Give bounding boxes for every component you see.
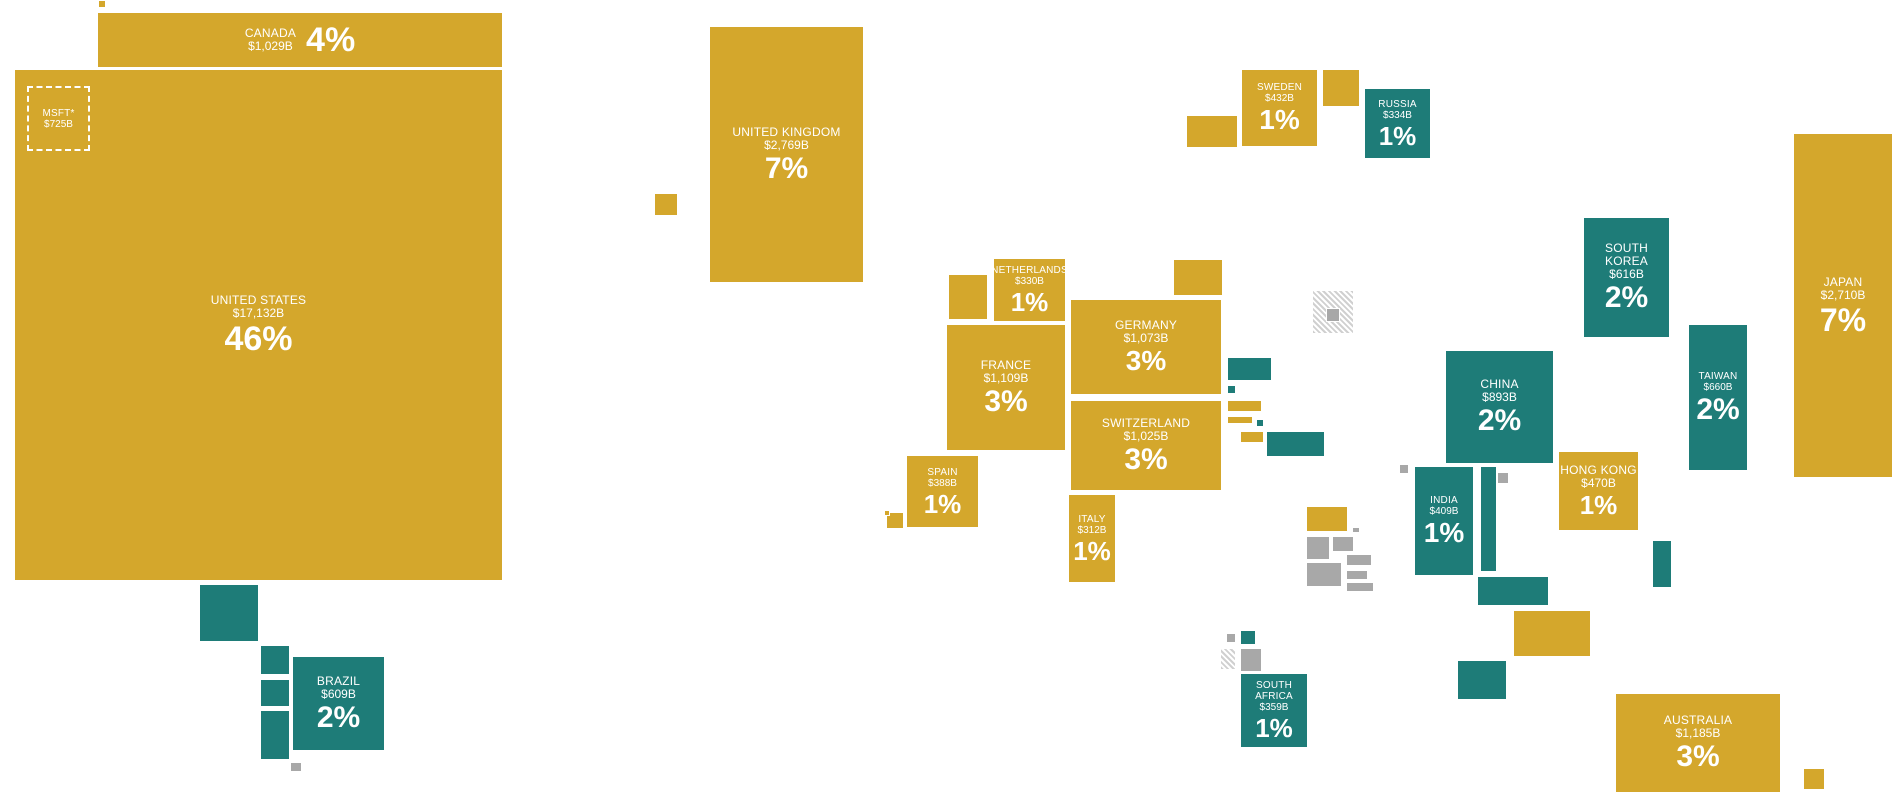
minor-market-tile xyxy=(1226,633,1236,643)
minor-market-tile xyxy=(1457,660,1507,700)
country-tile-france xyxy=(946,324,1066,451)
country-tile-spain xyxy=(906,455,979,528)
country-tile-japan xyxy=(1793,133,1892,478)
msft-highlight-box: MSFT* $725B xyxy=(27,86,90,151)
country-tile-italy xyxy=(1068,494,1116,583)
minor-market-tile xyxy=(1240,648,1262,672)
minor-market-tile xyxy=(1186,115,1238,148)
minor-market-tile xyxy=(884,510,890,516)
minor-market-tile xyxy=(290,762,302,772)
minor-market-tile xyxy=(1480,466,1497,572)
msft-name: MSFT* xyxy=(42,107,75,119)
minor-market-tile xyxy=(1306,536,1330,560)
minor-market-tile xyxy=(1306,562,1342,587)
minor-market-tile xyxy=(1227,416,1253,424)
country-tile-canada xyxy=(97,12,503,68)
country-tile-south-korea xyxy=(1583,217,1670,338)
country-tile-netherlands xyxy=(993,258,1066,322)
minor-market-tile xyxy=(1346,582,1374,592)
minor-market-tile xyxy=(1173,259,1223,296)
minor-market-tile xyxy=(1326,308,1340,322)
minor-market-tile xyxy=(1240,630,1256,645)
minor-market-tile xyxy=(1227,400,1262,412)
minor-market-tile xyxy=(1497,472,1509,484)
country-tile-united-states xyxy=(14,69,503,581)
minor-market-tile xyxy=(1306,506,1348,532)
country-tile-australia xyxy=(1615,693,1781,793)
minor-market-tile xyxy=(654,193,678,216)
minor-market-tile xyxy=(260,645,290,675)
country-tile-south-africa xyxy=(1240,673,1308,748)
minor-market-tile xyxy=(1322,69,1360,107)
country-tile-taiwan xyxy=(1688,324,1748,471)
minor-market-tile xyxy=(1346,554,1372,566)
country-tile-hong-kong xyxy=(1558,451,1639,531)
minor-market-tile xyxy=(886,512,904,529)
minor-market-tile xyxy=(1352,527,1360,533)
minor-market-tile xyxy=(1220,648,1236,670)
minor-market-tile xyxy=(1266,431,1325,457)
country-tile-russia xyxy=(1364,88,1431,159)
minor-market-tile xyxy=(260,710,290,760)
country-tile-india xyxy=(1414,466,1474,576)
minor-market-tile xyxy=(1227,385,1236,394)
country-tile-china xyxy=(1445,350,1554,464)
minor-market-tile xyxy=(199,584,259,642)
minor-market-tile xyxy=(1477,576,1549,606)
msft-market-cap: $725B xyxy=(44,118,73,130)
minor-market-tile xyxy=(1332,536,1354,552)
msft-label: MSFT* $725B xyxy=(29,88,88,149)
minor-market-tile xyxy=(1346,570,1368,580)
country-tile-switzerland xyxy=(1070,400,1222,491)
minor-market-tile xyxy=(1513,610,1591,657)
minor-market-tile xyxy=(1803,768,1825,790)
minor-market-tile xyxy=(1227,357,1272,381)
country-tile-sweden xyxy=(1241,69,1318,147)
country-tile-united-kingdom xyxy=(709,26,864,283)
minor-market-tile xyxy=(1652,540,1672,588)
minor-market-tile xyxy=(948,274,988,320)
country-tile-germany xyxy=(1070,299,1222,395)
minor-market-tile xyxy=(98,0,106,8)
minor-market-tile xyxy=(260,679,290,707)
country-tile-brazil xyxy=(292,656,385,751)
minor-market-tile xyxy=(1240,431,1264,443)
minor-market-tile xyxy=(1399,464,1409,474)
minor-market-tile xyxy=(1256,419,1264,427)
